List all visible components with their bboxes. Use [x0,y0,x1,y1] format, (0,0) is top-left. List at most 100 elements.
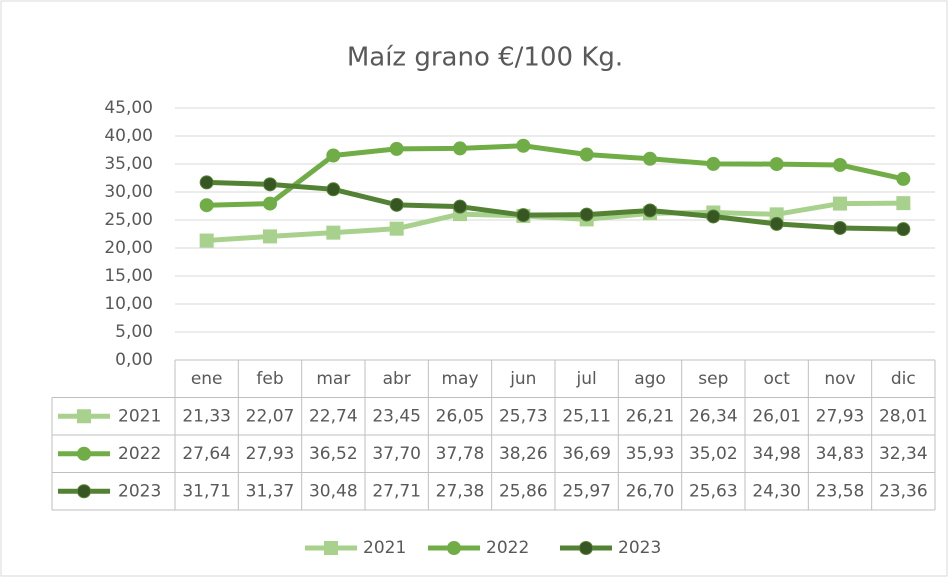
table-row: 2022 27,64 27,93 36,52 37,70 37,78 38,26 36,69 3… [58,444,928,464]
marker [516,138,531,153]
marker [706,209,721,224]
table-value: 25,11 [562,406,611,426]
table-value: 28,01 [879,406,928,426]
marker [263,196,277,211]
table-value: 34,83 [816,444,865,464]
marker [199,175,214,190]
table-value: 22,74 [309,406,358,426]
marker [453,199,467,214]
line [206,200,904,244]
table-value: 36,52 [309,444,358,464]
x-tick-label: mar [316,369,350,389]
marker [389,197,404,212]
table-value: 26,21 [626,406,675,426]
y-tick-label: 30,00 [104,182,153,202]
marker [579,541,593,555]
table-value: 31,71 [182,481,231,501]
table-value: 22,07 [246,406,295,426]
table-series-name: 2022 [118,444,161,464]
x-tick-label: nov [824,369,855,389]
marker [199,233,214,248]
legend-label: 2023 [618,538,661,558]
table-value: 26,01 [752,406,801,426]
table-value: 25,63 [689,481,738,501]
table-value: 23,58 [816,481,865,501]
table-value: 23,36 [879,481,928,501]
marker [389,141,404,156]
marker [769,207,784,222]
table-value: 36,69 [562,444,611,464]
table-value: 35,02 [689,444,738,464]
table-value: 27,64 [182,444,231,464]
table-value: 30,48 [309,481,358,501]
marker [389,221,404,236]
table-value: 25,73 [499,406,548,426]
marker [453,141,467,156]
legend-label: 2021 [363,538,406,558]
table-value: 37,78 [436,444,485,464]
table-value: 26,70 [626,481,675,501]
table-series-name: 2021 [118,406,161,426]
table-value: 27,93 [246,444,295,464]
marker [326,182,341,197]
marker [643,151,657,166]
series [199,175,911,237]
table-value: 25,86 [499,481,548,501]
marker [896,222,911,237]
marker [263,229,277,244]
line [206,143,904,208]
y-tick-label: 5,00 [115,322,153,342]
marker [896,171,911,186]
table-value: 37,70 [372,444,421,464]
table-value: 24,30 [752,481,801,501]
x-tick-label: jun [509,369,536,389]
marker [643,203,657,218]
marker [263,177,277,192]
y-tick-label: 35,00 [104,154,153,174]
table-value: 31,37 [246,481,295,501]
series [199,138,911,213]
marker [769,157,784,172]
marker [706,156,721,171]
x-tick-label: oct [763,369,790,389]
marker [77,409,91,424]
table-value: 26,05 [436,406,485,426]
table-value: 32,34 [879,444,928,464]
y-tick-label: 10,00 [104,294,153,314]
table-series-name: 2023 [118,481,161,501]
table-value: 23,45 [372,406,421,426]
table-value: 25,97 [562,481,611,501]
y-tick-label: 25,00 [104,210,153,230]
marker [77,446,91,461]
marker [447,541,461,555]
table-value: 26,34 [689,406,738,426]
marker [769,216,784,231]
marker [516,208,531,223]
marker [833,157,847,172]
marker [896,196,911,211]
x-tick-label: feb [256,369,283,389]
table-row: 2021 21,33 22,07 22,74 23,45 26,05 25,73 25,11 2… [58,406,928,426]
legend-label: 2022 [486,538,529,558]
table-row: 2023 31,71 31,37 30,48 27,71 27,38 25,86 25,97 2… [58,481,928,501]
marker [77,484,91,499]
table-value: 35,93 [626,444,675,464]
legend: 2021 2022 2023 [305,538,661,558]
x-tick-label: abr [383,369,411,389]
line [206,179,904,232]
y-tick-label: 40,00 [104,126,153,146]
table-value: 27,38 [436,481,485,501]
table-value: 27,71 [372,481,421,501]
x-tick-label: sep [698,369,728,389]
x-tick-label: ene [191,369,223,389]
table-value: 21,33 [182,406,231,426]
table-value: 34,98 [752,444,801,464]
table-value: 27,93 [816,406,865,426]
x-tick-label: may [441,369,478,389]
y-tick-label: 20,00 [104,238,153,258]
y-tick-label: 15,00 [104,266,153,286]
marker [833,220,847,235]
marker [579,147,594,162]
